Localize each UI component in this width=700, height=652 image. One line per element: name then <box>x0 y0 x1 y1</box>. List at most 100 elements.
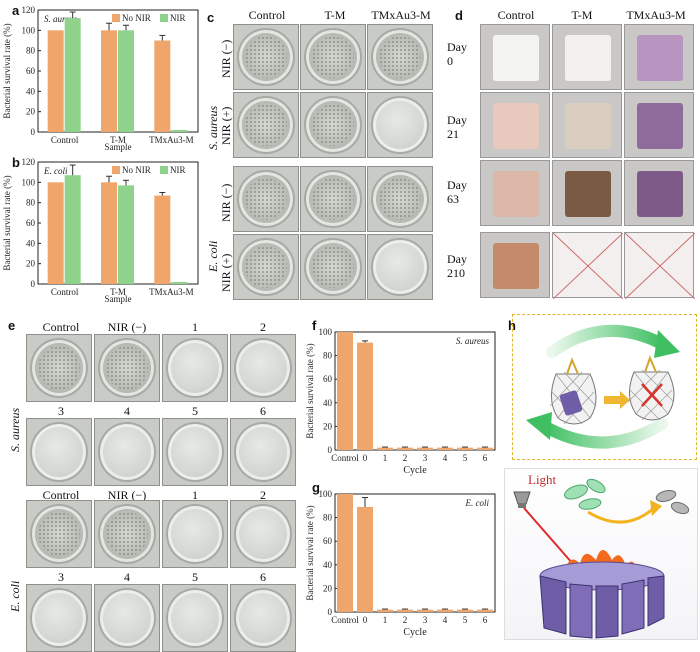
y-tick-label: 80 <box>26 198 36 208</box>
bar <box>397 609 413 612</box>
y-tick-label: 0 <box>31 279 36 289</box>
y-tick-label: 20 <box>323 583 333 593</box>
x-tick-label: TMxAu3-M <box>149 135 194 145</box>
x-tick-label: 6 <box>483 453 488 463</box>
d-row-day0: Day 0 <box>447 40 467 68</box>
e-col3-2: 2 <box>260 488 266 502</box>
cycle-arrowhead-bottom-icon <box>526 412 552 440</box>
c-col-tmxau: TMxAu3-M <box>371 8 431 22</box>
cycle-arrow-bottom-icon <box>538 418 668 449</box>
sample-photo <box>480 24 550 90</box>
petri-plate-cell <box>26 584 92 652</box>
petri-plate-cell <box>367 166 433 232</box>
sample-photo <box>552 92 622 158</box>
petri-plate-cell <box>300 166 366 232</box>
petri-plate-clear <box>234 338 292 398</box>
sample-swatch <box>493 171 539 217</box>
legend-swatch <box>112 166 120 174</box>
petri-plate-cell <box>300 92 366 158</box>
cross-icon <box>624 232 696 300</box>
bar <box>337 494 353 612</box>
d-row-day210: Day 210 <box>447 252 467 280</box>
petri-plate-clear <box>166 588 224 648</box>
y-tick-label: 40 <box>323 560 333 570</box>
legend-swatch <box>160 14 168 22</box>
e-col4-3: 3 <box>58 570 64 584</box>
bar <box>397 447 413 450</box>
panel-letter-c: c <box>207 10 215 25</box>
y-tick-label: 20 <box>26 107 36 117</box>
bacteria-dead-icon <box>655 490 690 515</box>
cross-icon <box>552 232 624 300</box>
e-col4-6: 6 <box>260 570 266 584</box>
bar <box>47 30 64 132</box>
bar <box>64 175 81 284</box>
petri-plate-cell <box>367 92 433 158</box>
x-tick-label: Control <box>51 287 79 297</box>
x-tick-label: 3 <box>423 615 428 625</box>
bar <box>101 182 117 284</box>
panel-letter-e: e <box>8 318 16 333</box>
mesh-bag-empty-icon <box>627 355 675 421</box>
purple-membrane-icon <box>539 561 665 639</box>
petri-plate-clear <box>30 588 88 648</box>
petri-plate-colonies <box>304 28 362 86</box>
legend-swatch <box>160 166 168 174</box>
y-tick-label: 0 <box>31 127 36 137</box>
petri-plate-clear <box>371 96 429 154</box>
x-tick-label: 6 <box>483 615 488 625</box>
petri-plate-cell <box>26 334 92 402</box>
sample-photo <box>480 160 550 226</box>
y-axis-label: Bacterial survival rate (%) <box>305 343 315 438</box>
sample-swatch <box>637 103 683 149</box>
sample-swatch <box>493 103 539 149</box>
x-tick-label: Control <box>51 135 79 145</box>
c-row-4: NIR (+) <box>219 253 233 292</box>
petri-plate-colonies <box>304 96 362 154</box>
x-axis-label: Cycle <box>403 465 427 476</box>
x-tick-label: 2 <box>403 453 408 463</box>
y-tick-label: 60 <box>26 218 36 228</box>
e-col-1: 1 <box>192 320 198 334</box>
petri-plate-clear <box>166 338 224 398</box>
petri-plate-cell <box>300 234 366 300</box>
petri-plate-clear <box>166 504 224 564</box>
bar <box>171 281 188 284</box>
panel-letter-d: d <box>455 8 463 23</box>
petri-plate-colonies <box>371 28 429 86</box>
petri-plate-clear <box>166 422 224 482</box>
e-col3-nir: NIR (−) <box>107 488 147 502</box>
y-axis-label: Bacterial survival rate (%) <box>2 23 12 118</box>
x-tick-label: 4 <box>443 615 448 625</box>
petri-plate-cell <box>367 234 433 300</box>
petri-plate-clear <box>30 422 88 482</box>
sample-swatch <box>637 35 683 81</box>
e-col2-5: 5 <box>192 404 198 418</box>
sample-swatch <box>493 35 539 81</box>
e-col2-6: 6 <box>260 404 266 418</box>
d-col-tmxau: TMxAu3-M <box>626 8 686 22</box>
petri-plate-colonies <box>237 170 295 228</box>
bar <box>417 609 433 612</box>
petri-plate-clear <box>234 422 292 482</box>
panel-i-schematic <box>513 478 690 639</box>
y-tick-label: 20 <box>323 421 333 431</box>
y-tick-label: 80 <box>323 513 333 523</box>
x-tick-label: Control <box>331 453 359 463</box>
bar <box>457 609 473 612</box>
x-tick-label: T-M <box>110 135 126 145</box>
petri-plate-cell <box>300 24 366 90</box>
y-tick-label: 0 <box>328 607 333 617</box>
bar <box>64 18 81 133</box>
e-col-nir: NIR (−) <box>107 320 147 334</box>
c-row-3: NIR (−) <box>219 183 233 222</box>
bar <box>171 129 188 132</box>
bar <box>357 506 373 612</box>
e-group-s-aureus: S. aureus <box>8 407 22 452</box>
petri-plate-colonies <box>98 504 156 564</box>
sample-photo <box>480 232 550 298</box>
legend-label: No NIR <box>122 165 151 175</box>
y-tick-label: 100 <box>319 489 333 499</box>
